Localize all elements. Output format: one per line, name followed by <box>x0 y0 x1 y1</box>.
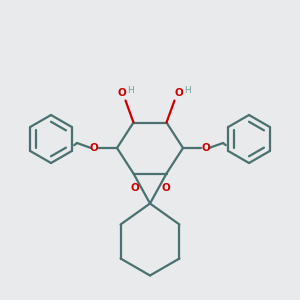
Text: O: O <box>161 183 170 193</box>
Text: O: O <box>117 88 126 98</box>
Text: O: O <box>130 183 139 193</box>
Text: H: H <box>184 86 191 95</box>
Text: O: O <box>90 143 98 153</box>
Text: O: O <box>202 143 210 153</box>
Text: H: H <box>127 86 134 95</box>
Text: O: O <box>174 88 183 98</box>
